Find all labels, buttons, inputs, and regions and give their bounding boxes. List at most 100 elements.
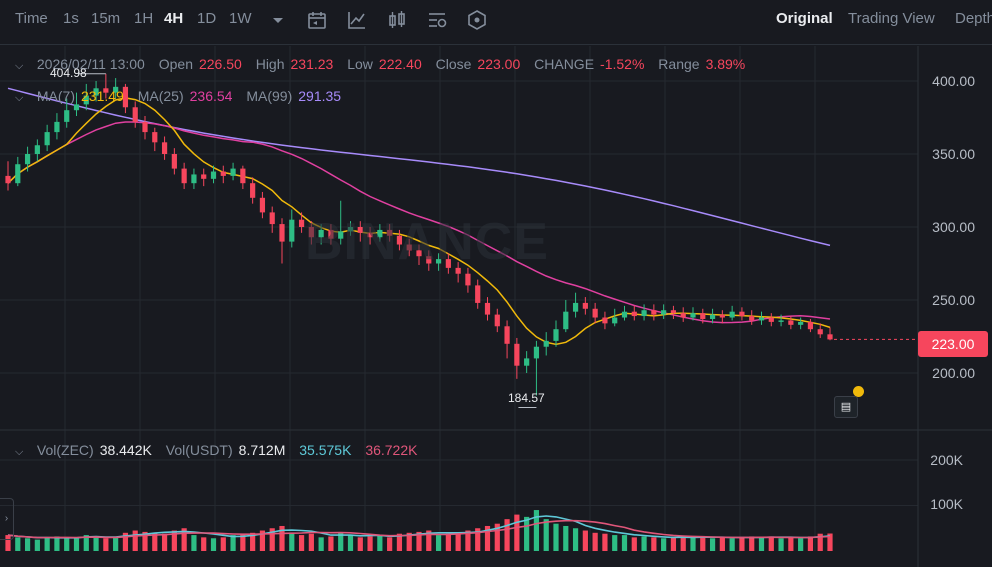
candle-body xyxy=(103,88,109,93)
volume-bar xyxy=(778,538,784,551)
volume-bar xyxy=(73,538,80,551)
calendar-icon[interactable] xyxy=(306,9,328,31)
interval-1h[interactable]: 1H xyxy=(134,10,154,27)
candle-body xyxy=(817,329,823,335)
volume-bar xyxy=(563,525,569,551)
more-tools-icon[interactable] xyxy=(466,9,488,31)
volume-bar xyxy=(768,536,774,551)
candlestick-chart[interactable] xyxy=(0,45,992,567)
candle-date: 2026/02/11 13:00 xyxy=(36,56,145,72)
interval-1w[interactable]: 1W xyxy=(229,10,252,27)
interval-1d[interactable]: 1D xyxy=(197,10,217,27)
watermark: BINANCE xyxy=(305,213,549,271)
volume-bar xyxy=(152,532,158,551)
notification-dot[interactable] xyxy=(853,386,864,397)
volume-bar xyxy=(83,535,89,551)
ma99-label: MA(99) xyxy=(246,88,293,104)
candle-body xyxy=(289,219,295,242)
volume-bar xyxy=(798,538,804,551)
volume-bar xyxy=(357,537,363,551)
candle-body xyxy=(465,273,471,286)
candle-body xyxy=(582,302,588,309)
ma-collapse-chevron-icon[interactable]: ⌵ xyxy=(15,92,24,104)
volume-bar xyxy=(553,523,559,551)
vol-label: Vol(ZEC) xyxy=(36,442,94,458)
volume-bar xyxy=(396,533,403,551)
volume-bar xyxy=(445,533,451,551)
candle-body xyxy=(612,317,618,324)
volume-bar xyxy=(220,537,226,551)
volume-bar xyxy=(494,523,500,551)
volume-bar xyxy=(582,530,588,551)
candle-body xyxy=(406,244,412,251)
vol-collapse-chevron-icon[interactable]: ⌵ xyxy=(15,446,24,458)
high-value: 231.23 xyxy=(290,56,334,72)
candle-body xyxy=(494,314,500,327)
candle-body xyxy=(602,317,608,324)
chart-settings-icon[interactable] xyxy=(426,9,448,31)
candle-body xyxy=(700,313,706,319)
change-value: -1.52% xyxy=(600,56,645,72)
volume-bar xyxy=(240,533,246,551)
candle-body xyxy=(572,302,579,312)
price-tick-350: 350.00 xyxy=(932,146,975,162)
candle-body xyxy=(44,132,50,146)
toolbar-divider xyxy=(0,44,992,45)
indicator-icon[interactable] xyxy=(346,9,368,31)
toolbar: Time 1s 15m 1H 4H 1D 1W Original Trading… xyxy=(0,0,992,40)
volume-bar xyxy=(602,533,608,551)
volume-tick-100k: 100K xyxy=(930,496,963,512)
candle-body xyxy=(34,145,40,154)
candle-body xyxy=(563,311,569,330)
candle-body xyxy=(426,256,432,264)
volume-bar xyxy=(308,533,314,551)
interval-15m[interactable]: 15m xyxy=(91,10,121,27)
volume-bar xyxy=(201,537,207,551)
candle-body xyxy=(308,227,314,238)
ma99-value: 291.35 xyxy=(298,88,342,104)
candle-body xyxy=(758,317,765,321)
volume-bar xyxy=(709,538,716,551)
volume-bar xyxy=(504,519,510,551)
candle-body xyxy=(788,320,794,325)
volume-bar xyxy=(514,514,520,551)
tab-trading-view[interactable]: Trading View xyxy=(848,10,935,27)
volume-bar xyxy=(524,516,530,551)
volume-bar xyxy=(122,532,129,551)
candle-body xyxy=(298,219,305,227)
candle-body xyxy=(709,314,716,319)
candle-body xyxy=(54,121,60,133)
volume-bar xyxy=(406,532,412,551)
volume-bar xyxy=(347,535,354,551)
volume-bar xyxy=(259,530,266,551)
volume-bar xyxy=(739,537,745,551)
volume-bar xyxy=(377,535,383,551)
vol-usdt-value: 8.712M xyxy=(238,442,286,458)
candle-style-icon[interactable] xyxy=(386,9,408,31)
volume-bar xyxy=(749,536,755,551)
volume-bar xyxy=(93,535,99,551)
candle-body xyxy=(475,285,481,303)
time-label[interactable]: Time xyxy=(15,10,48,27)
low-label: Low xyxy=(347,56,373,72)
candle-body xyxy=(357,227,363,233)
tab-depth[interactable]: Depth xyxy=(955,10,992,27)
interval-4h[interactable]: 4H xyxy=(164,10,184,27)
order-book-icon[interactable]: ▤ xyxy=(834,396,858,418)
tab-original[interactable]: Original xyxy=(776,10,833,27)
candle-body xyxy=(318,229,324,238)
volume-bar xyxy=(191,535,197,551)
expand-panel-chevron-icon[interactable]: › xyxy=(0,498,14,540)
volume-bar xyxy=(700,536,706,551)
candle-body xyxy=(455,267,461,274)
ma7-label: MA(7) xyxy=(36,88,76,104)
current-price-tag: 223.00 xyxy=(918,331,988,357)
interval-dropdown-icon[interactable] xyxy=(267,9,289,31)
price-tick-200: 200.00 xyxy=(932,365,975,381)
candle-body xyxy=(161,142,168,154)
candle-body xyxy=(83,95,89,105)
collapse-chevron-icon[interactable]: ⌵ xyxy=(15,60,24,72)
interval-1s[interactable]: 1s xyxy=(63,10,79,27)
candle-body xyxy=(631,311,637,317)
candle-body xyxy=(445,259,451,268)
